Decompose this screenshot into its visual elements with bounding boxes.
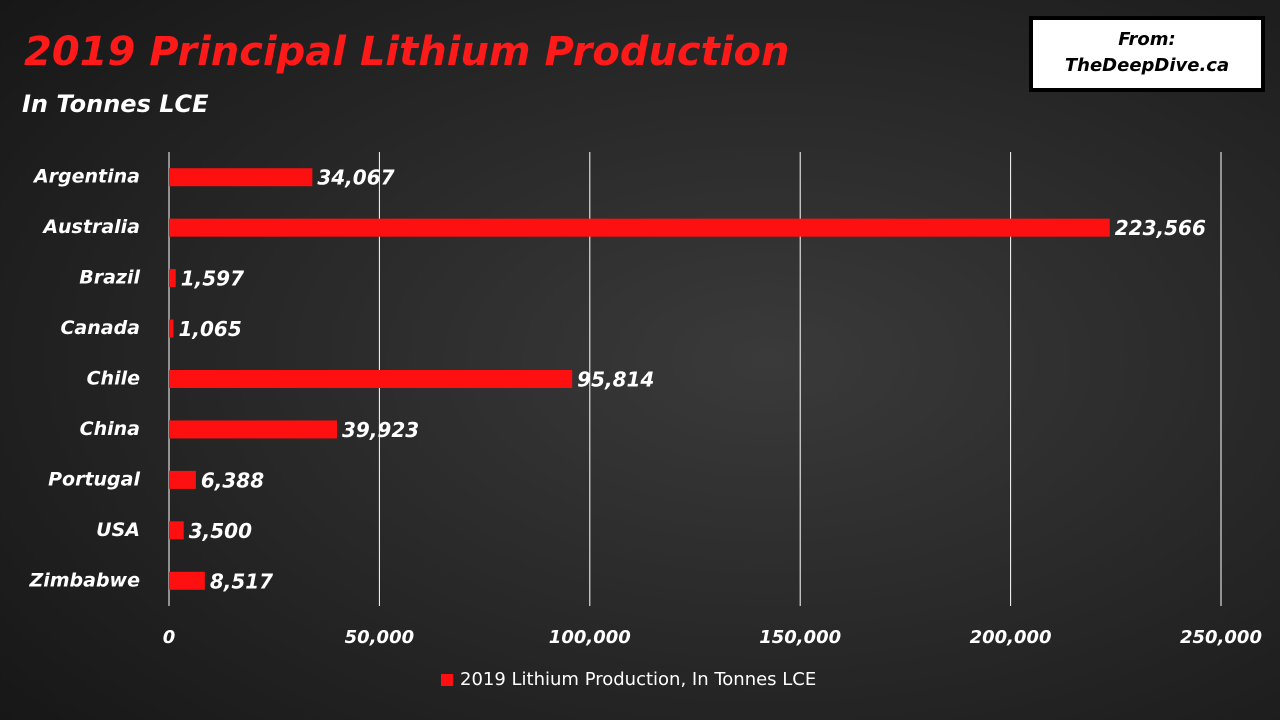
y-tick-label: Portugal xyxy=(48,468,140,490)
x-tick-label: 50,000 xyxy=(345,627,414,648)
chart-subtitle: In Tonnes LCE xyxy=(22,90,209,118)
data-label: 1,597 xyxy=(181,267,244,291)
data-label: 223,566 xyxy=(1115,216,1206,240)
bar xyxy=(169,218,1110,237)
bar xyxy=(169,521,184,540)
x-tick-label: 250,000 xyxy=(1180,627,1262,648)
chart-title: 2019 Principal Lithium Production xyxy=(24,29,789,75)
bar xyxy=(169,571,205,590)
bar xyxy=(169,168,313,187)
data-label: 34,067 xyxy=(317,166,394,190)
y-tick-label: Chile xyxy=(87,368,140,390)
y-tick-label: Australia xyxy=(41,216,140,238)
y-tick-label: USA xyxy=(96,519,140,541)
x-tick-label: 150,000 xyxy=(759,627,841,648)
bar xyxy=(169,470,196,489)
source: TheDeepDive.ca xyxy=(1065,55,1229,76)
y-tick-label: Brazil xyxy=(79,267,140,289)
x-tick-label: 0 xyxy=(163,627,176,648)
x-tick-label: 200,000 xyxy=(970,627,1052,648)
source-label: From: xyxy=(1118,29,1176,50)
y-tick-label: China xyxy=(80,418,140,440)
data-label: 3,500 xyxy=(189,519,252,543)
legend-swatch xyxy=(441,674,453,686)
y-tick-label: Argentina xyxy=(32,166,140,188)
source-box xyxy=(1029,16,1265,92)
bar xyxy=(169,370,573,388)
data-label: 1,065 xyxy=(178,317,241,341)
y-tick-label: Canada xyxy=(60,317,140,339)
data-label: 6,388 xyxy=(201,468,264,492)
y-tick-label: Zimbabwe xyxy=(28,569,140,591)
legend-label: 2019 Lithium Production, In Tonnes LCE xyxy=(460,669,816,690)
bar xyxy=(169,269,176,288)
bar xyxy=(169,420,337,439)
data-label: 8,517 xyxy=(210,569,273,593)
data-label: 95,814 xyxy=(577,368,654,392)
x-tick-label: 100,000 xyxy=(549,627,631,648)
data-label: 39,923 xyxy=(342,418,419,442)
bar xyxy=(169,319,174,338)
